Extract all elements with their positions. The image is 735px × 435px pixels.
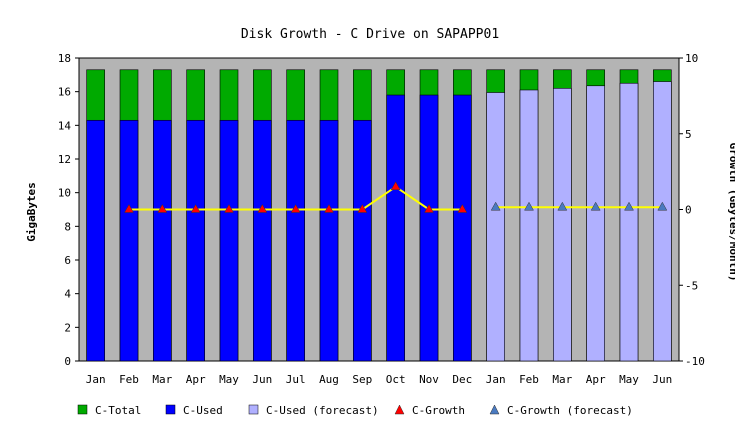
bar-c-used-forecast: [586, 85, 605, 362]
legend: C-Total C-Used C-Used (forecast) C-Growth C-…: [77, 404, 633, 417]
legend-label-c-growth: C-Growth: [412, 404, 465, 417]
c-growth-point: [257, 203, 268, 213]
y2-tick-label: -5: [685, 279, 698, 292]
x-tick-label: Jun: [652, 373, 672, 386]
x-tick-label: Sep: [352, 373, 372, 386]
c-growth-forecast-point: [657, 201, 668, 211]
plot-area: 0 2 4 6 8 10 12 14 16 18 -10 -5 0 5 10 Jan Feb Mar Apr May J…: [58, 52, 705, 386]
legend-label-c-used-forecast: C-Used (forecast): [266, 404, 379, 417]
bar-c-used: [386, 94, 405, 362]
y-tick-label: 4: [64, 288, 71, 301]
legend-swatch-c-used: [165, 404, 176, 415]
bar-c-used-forecast: [486, 92, 505, 362]
y-tick-label: 2: [64, 321, 71, 334]
x-tick-label: May: [619, 373, 639, 386]
y-tick-label: 6: [64, 254, 71, 267]
y2-tick-label: -10: [685, 355, 705, 368]
y-tick-label: 0: [64, 355, 71, 368]
bar-c-used: [253, 119, 272, 362]
bar-c-used: [319, 119, 339, 362]
legend-marker-c-growth-forecast: [489, 404, 500, 415]
x-tick-label: May: [219, 373, 239, 386]
c-growth-point: [224, 203, 234, 213]
bar-c-used: [353, 119, 372, 362]
y-tick-label: 10: [58, 187, 71, 200]
c-growth-forecast-point: [624, 201, 634, 211]
x-tick-label: Aug: [319, 373, 339, 386]
c-growth-point: [157, 203, 168, 213]
x-tick-label: Mar: [552, 373, 572, 386]
y-tick-label: 18: [58, 52, 71, 65]
bar-c-used: [219, 119, 239, 362]
legend-label-c-used: C-Used: [183, 404, 223, 417]
y2-axis-label: Growth (GBytes/Month): [727, 142, 735, 281]
bar-c-used-forecast: [519, 89, 539, 362]
y-tick-label: 14: [58, 119, 72, 132]
c-growth-point: [357, 203, 368, 213]
x-tick-label: Jun: [252, 373, 272, 386]
c-growth-forecast-point: [524, 201, 534, 211]
legend-swatch-c-total: [77, 404, 88, 415]
legend-label-c-growth-forecast: C-Growth (forecast): [507, 404, 633, 417]
y-tick-label: 8: [64, 220, 71, 233]
chart-title: Disk Growth - C Drive on SAPAPP01: [241, 27, 499, 42]
y-tick-label: 12: [58, 153, 71, 166]
c-growth-point: [324, 203, 334, 213]
bar-c-used-forecast: [619, 82, 639, 362]
bar-c-used: [453, 94, 472, 362]
bar-c-used: [153, 119, 172, 362]
x-tick-label: Jan: [486, 373, 506, 386]
c-growth-point: [390, 181, 401, 191]
c-growth-forecast-point: [490, 201, 501, 211]
bar-c-used-forecast: [653, 81, 672, 362]
y-axis-label: GigaBytes: [25, 182, 38, 242]
y-tick-label: 16: [58, 86, 71, 99]
y2-tick-label: 5: [685, 128, 692, 141]
bar-c-used: [119, 119, 139, 362]
c-growth-point: [290, 203, 301, 213]
x-tick-label: Nov: [419, 373, 439, 386]
c-growth-point: [124, 203, 134, 213]
legend-swatch-c-used-forecast: [248, 404, 259, 415]
c-growth-point: [424, 203, 434, 213]
c-growth-forecast-point: [557, 201, 568, 211]
y2-tick-label: 10: [685, 52, 698, 65]
x-tick-label: Apr: [186, 373, 206, 386]
x-tick-label: Mar: [152, 373, 172, 386]
c-growth-point: [190, 203, 201, 213]
x-tick-label: Jan: [86, 373, 106, 386]
c-growth-point: [457, 203, 468, 213]
legend-label-c-total: C-Total: [95, 404, 141, 417]
bar-c-used: [186, 119, 205, 362]
bar-c-used: [419, 94, 439, 362]
x-tick-label: Oct: [386, 373, 406, 386]
y2-tick-label: 0: [685, 204, 692, 217]
c-growth-forecast-point: [590, 201, 601, 211]
bar-c-used-forecast: [553, 88, 572, 362]
legend-marker-c-growth: [394, 404, 405, 415]
x-tick-label: Feb: [119, 373, 139, 386]
x-tick-label: Feb: [519, 373, 539, 386]
x-tick-label: Dec: [452, 373, 472, 386]
x-tick-label: Apr: [586, 373, 606, 386]
x-tick-label: Jul: [286, 373, 306, 386]
bar-c-used: [286, 119, 305, 362]
bar-c-used: [86, 119, 105, 362]
